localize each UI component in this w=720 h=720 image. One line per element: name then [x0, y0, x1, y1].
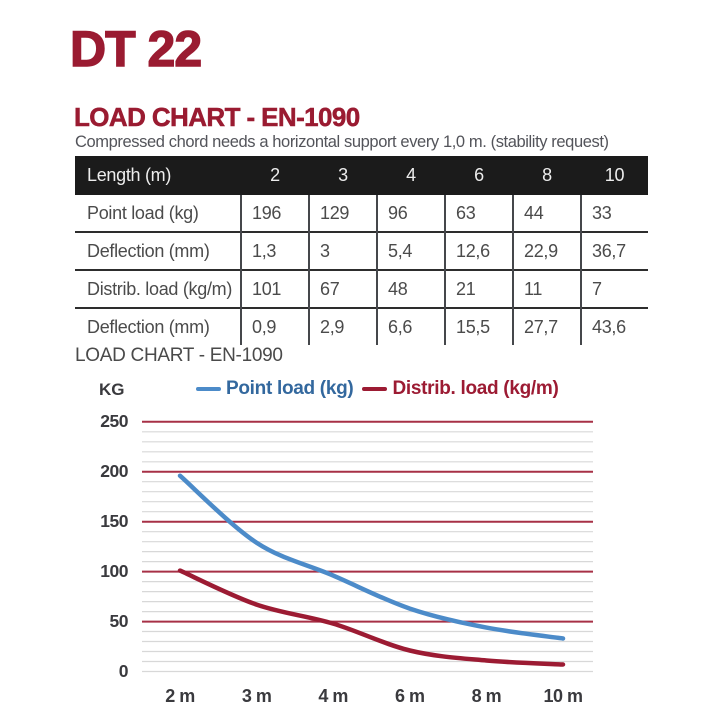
y-tick-label: 100	[100, 560, 128, 581]
value-cell: 21	[444, 269, 513, 308]
x-tick-label: 6 m	[395, 686, 425, 706]
value-cell: 5,4	[376, 231, 445, 270]
table-row: Distrib. load (kg/m) 101 67 48 21 11 7	[75, 269, 648, 308]
table-row: Point load (kg) 196 129 96 63 44 33	[75, 195, 648, 232]
length-column-header: 3	[309, 156, 377, 195]
value-cell: 11	[512, 269, 581, 308]
value-cell: 27,7	[512, 307, 581, 345]
row-label-cell: Deflection (mm)	[75, 307, 241, 345]
y-tick-label: 200	[100, 460, 128, 481]
x-tick-label: 8 m	[471, 686, 502, 706]
legend-item-point-load: Point load (kg)	[196, 378, 354, 400]
load-table: Length (m) 2 3 4 6 8 10 Point load (kg) 196 129 9…	[75, 156, 648, 345]
row-label-cell: Distrib. load (kg/m)	[75, 269, 241, 308]
load-table-header: Length (m) 2 3 4 6 8 10	[75, 156, 648, 195]
value-cell: 15,5	[444, 307, 513, 345]
value-cell: 3	[308, 231, 377, 270]
legend-item-distrib-load: Distrib. load (kg/m)	[362, 378, 559, 400]
chart-legend: Point load (kg) Distrib. load (kg/m)	[196, 378, 559, 400]
value-cell: 0,9	[240, 307, 309, 345]
x-tick-label: 4 m	[318, 686, 348, 706]
distrib-load-curve	[177, 568, 566, 667]
length-column-header: 6	[445, 156, 513, 195]
value-cell: 6,6	[376, 307, 445, 345]
point-load-curve	[177, 473, 566, 641]
product-title: DT 22	[69, 20, 203, 77]
length-column-header: 4	[377, 156, 445, 195]
value-cell: 67	[308, 269, 377, 308]
stability-note: Compressed chord needs a horizontal supp…	[75, 133, 609, 151]
value-cell: 33	[580, 195, 648, 232]
x-tick-label: 2 m	[165, 686, 195, 706]
value-cell: 12,6	[444, 231, 513, 270]
load-chart-heading: LOAD CHART - EN-1090	[74, 102, 361, 133]
value-cell: 22,9	[512, 231, 581, 270]
value-cell: 7	[580, 269, 648, 308]
chart-title: LOAD CHART - EN-1090	[75, 345, 283, 366]
distrib-load-line-swatch	[362, 387, 388, 391]
value-cell: 36,7	[580, 231, 648, 270]
y-tick-label: 250	[100, 410, 128, 431]
value-cell: 43,6	[580, 307, 648, 345]
value-cell: 129	[308, 195, 377, 232]
value-cell: 63	[444, 195, 513, 232]
value-cell: 48	[376, 269, 445, 308]
length-column-header: 2	[241, 156, 309, 195]
value-cell: 196	[240, 195, 309, 232]
table-row: Deflection (mm) 0,9 2,9 6,6 15,5 27,7 43,6	[75, 307, 648, 345]
y-tick-label: 50	[109, 610, 129, 631]
legend-label-point-load: Point load (kg)	[226, 378, 354, 399]
value-cell: 2,9	[308, 307, 377, 345]
table-row: Deflection (mm) 1,3 3 5,4 12,6 22,9 36,7	[75, 231, 648, 270]
row-label-cell: Deflection (mm)	[75, 231, 241, 270]
row-label-cell: Point load (kg)	[75, 195, 241, 232]
y-tick-label: 0	[118, 660, 129, 681]
value-cell: 1,3	[240, 231, 309, 270]
length-column-header: 8	[513, 156, 581, 195]
legend-label-distrib-load: Distrib. load (kg/m)	[392, 378, 559, 399]
value-cell: 44	[512, 195, 581, 232]
length-header-cell: Length (m)	[75, 156, 241, 195]
y-tick-label: 150	[100, 510, 128, 531]
length-column-header: 10	[581, 156, 648, 195]
value-cell: 101	[240, 269, 309, 308]
point-load-line-swatch	[196, 387, 221, 391]
value-cell: 96	[376, 195, 445, 232]
y-axis-unit-label: KG	[99, 380, 125, 399]
x-tick-label: 10 m	[543, 686, 583, 706]
x-tick-label: 3 m	[241, 686, 272, 706]
